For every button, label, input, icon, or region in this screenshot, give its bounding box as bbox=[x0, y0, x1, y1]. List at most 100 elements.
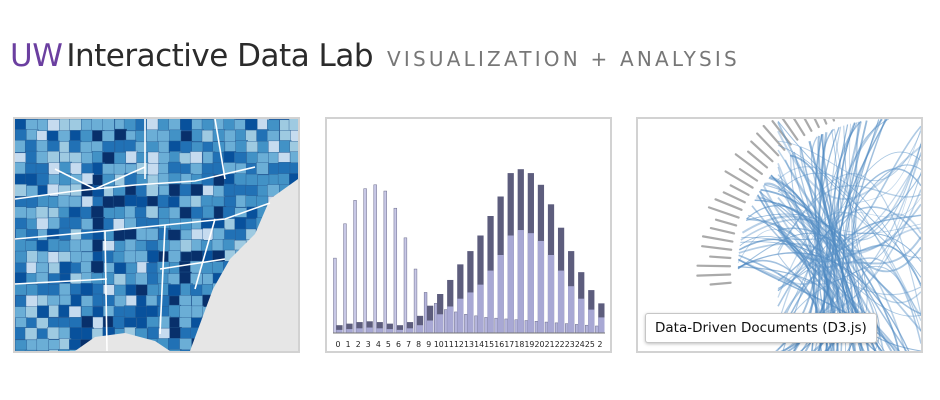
bar-series-a-21 bbox=[544, 321, 549, 334]
bar-series-c-18 bbox=[517, 230, 524, 333]
site-header: UW Interactive Data Lab VISUALIZATION + AN… bbox=[10, 38, 740, 88]
bar-series-c-24 bbox=[578, 298, 585, 333]
bar-series-a-25 bbox=[585, 324, 589, 334]
bar-series-c-8 bbox=[416, 325, 424, 333]
x-tick-label-11: 11 bbox=[444, 340, 454, 349]
x-tick-label-5: 5 bbox=[386, 340, 391, 349]
bar-series-a-20 bbox=[534, 321, 539, 334]
bar-series-c-15 bbox=[487, 270, 494, 333]
bar-series-c-16 bbox=[497, 255, 504, 333]
bar-series-a-3 bbox=[363, 188, 367, 334]
state-borders bbox=[15, 119, 271, 351]
bar-series-b-13 bbox=[467, 251, 474, 333]
bar-series-a-16 bbox=[494, 317, 498, 334]
bar-series-a-6 bbox=[393, 207, 398, 334]
bar-series-a-0 bbox=[333, 257, 337, 334]
x-tick-label-13: 13 bbox=[464, 340, 474, 349]
bar-series-a-24 bbox=[575, 324, 579, 334]
bar-series-a-13 bbox=[464, 314, 468, 334]
choropleth-map-thumbnail bbox=[15, 119, 298, 351]
x-tick-label-21: 21 bbox=[545, 340, 555, 349]
gulf-area bbox=[75, 333, 170, 351]
bar-series-c-21 bbox=[547, 255, 555, 333]
bar-series-c-13 bbox=[467, 292, 474, 333]
bar-series-c-1 bbox=[346, 329, 353, 333]
map-panel[interactable] bbox=[13, 117, 300, 353]
x-tick-label-18: 18 bbox=[514, 340, 524, 349]
bar-series-b-0 bbox=[336, 325, 343, 333]
bar-series-c-12 bbox=[457, 298, 464, 333]
bar-series-b-6 bbox=[396, 325, 404, 333]
bar-series-c-4 bbox=[376, 328, 383, 333]
bar-series-c-14 bbox=[477, 284, 484, 333]
bar-series-a-11 bbox=[444, 309, 448, 334]
x-tick-label-14: 14 bbox=[474, 340, 484, 349]
x-tick-label-23: 23 bbox=[565, 340, 575, 349]
bar-series-c-2 bbox=[356, 328, 363, 333]
bar-series-a-12 bbox=[454, 311, 458, 334]
bar-series-a-26 bbox=[595, 325, 599, 334]
bar-series-a-14 bbox=[474, 315, 478, 334]
x-tick-label-3: 3 bbox=[366, 340, 371, 349]
tagline: VISUALIZATION + ANALYSIS bbox=[387, 47, 740, 71]
bar-series-b-5 bbox=[386, 323, 393, 333]
bar-series-a-5 bbox=[383, 190, 387, 334]
x-tick-label-1: 1 bbox=[346, 340, 351, 349]
tooltip: Data-Driven Documents (D3.js) bbox=[645, 313, 877, 343]
bar-series-c-19 bbox=[527, 233, 534, 333]
x-tick-label-26: 2 bbox=[597, 340, 602, 349]
bar-series-c-0 bbox=[336, 329, 343, 333]
x-tick-label-16: 16 bbox=[494, 340, 504, 349]
stacked-bar-chart-thumbnail: 0 1 2 3 4 5 6 7 8 9 10 11 12 13 14 15 16 17 18 19 20 21 22 23 24… bbox=[333, 169, 605, 349]
x-tick-label-2: 2 bbox=[356, 340, 361, 349]
x-tick-label-12: 12 bbox=[454, 340, 464, 349]
bar-series-b-8 bbox=[416, 315, 424, 333]
x-tick-label-0: 0 bbox=[336, 340, 341, 349]
chart-panel[interactable]: 0 1 2 3 4 5 6 7 8 9 10 11 12 13 14 15 16 17 18 19 20 21 22 23 24… bbox=[325, 117, 612, 353]
bar-series-c-11 bbox=[447, 306, 454, 333]
bar-series-a-7 bbox=[403, 237, 408, 334]
bar-series-a-23 bbox=[564, 323, 569, 334]
bar-series-c-5 bbox=[386, 329, 393, 333]
x-tick-label-19: 19 bbox=[524, 340, 534, 349]
bar-series-c-22 bbox=[557, 270, 565, 333]
bar-series-a-1 bbox=[343, 223, 347, 334]
bar-series-c-6 bbox=[396, 329, 404, 333]
x-tick-label-4: 4 bbox=[376, 340, 381, 349]
bar-series-c-10 bbox=[437, 314, 444, 333]
bar-series-c-17 bbox=[507, 235, 514, 333]
bar-series-b-1 bbox=[346, 323, 353, 333]
bar-series-c-25 bbox=[588, 309, 595, 333]
bar-series-a-18 bbox=[514, 319, 518, 334]
x-tick-label-17: 17 bbox=[504, 340, 514, 349]
bar-series-a-15 bbox=[484, 317, 488, 334]
bar-series-b-2 bbox=[356, 322, 363, 333]
bar-series-c-3 bbox=[366, 327, 373, 333]
bar-series-a-10 bbox=[433, 303, 438, 334]
lab-name[interactable]: Interactive Data Lab bbox=[66, 38, 374, 74]
x-tick-label-24: 24 bbox=[575, 340, 585, 349]
node-labels bbox=[696, 119, 842, 286]
bar-series-b-4 bbox=[376, 322, 383, 333]
bar-series-c-26 bbox=[598, 317, 605, 333]
bar-series-b-3 bbox=[366, 321, 373, 333]
x-tick-label-7: 7 bbox=[406, 340, 411, 349]
ocean-area bbox=[190, 179, 298, 351]
bar-series-a-17 bbox=[504, 318, 508, 334]
bar-series-a-19 bbox=[524, 320, 528, 334]
bar-series-c-9 bbox=[426, 320, 434, 333]
bar-series-b-14 bbox=[477, 235, 484, 333]
bar-series-b-7 bbox=[406, 322, 414, 333]
x-tick-label-9: 9 bbox=[426, 340, 431, 349]
bars bbox=[333, 169, 605, 334]
x-tick-label-20: 20 bbox=[535, 340, 545, 349]
bar-series-c-23 bbox=[568, 286, 575, 333]
x-tick-label-10: 10 bbox=[434, 340, 444, 349]
bar-series-c-7 bbox=[406, 328, 414, 333]
bar-series-b-9 bbox=[426, 305, 434, 333]
x-tick-label-22: 22 bbox=[555, 340, 565, 349]
brand-logo-text[interactable]: UW bbox=[10, 38, 63, 74]
bar-series-a-8 bbox=[413, 268, 418, 334]
bar-series-a-4 bbox=[373, 184, 377, 334]
bar-series-a-9 bbox=[423, 292, 428, 334]
